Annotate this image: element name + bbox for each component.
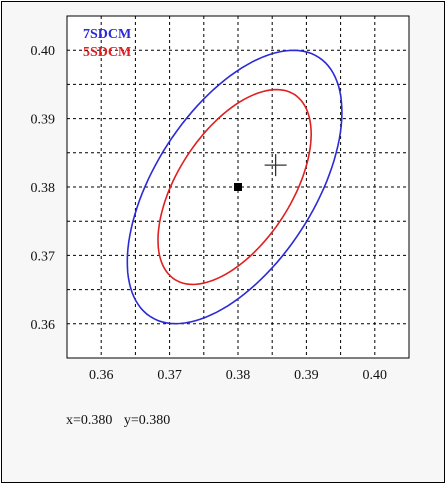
coordinate-readout: x=0.380 y=0.380 bbox=[66, 413, 178, 429]
ellipse-7sdcm bbox=[126, 49, 343, 325]
x-tick-label: 0.36 bbox=[89, 368, 114, 383]
chromaticity-plot: 0.36 0.37 0.38 0.39 0.40 0.36 0.37 0.38 0.39 0.40… bbox=[31, 15, 410, 383]
y-tick-label: 0.37 bbox=[31, 249, 56, 264]
legend-entry-5sdcm: 5SDCM bbox=[83, 45, 131, 60]
x-tick-label: 0.40 bbox=[363, 368, 388, 383]
tick-labels: 0.36 0.37 0.38 0.39 0.40 0.36 0.37 0.38 0.39 0.40 bbox=[31, 44, 388, 383]
y-tick-label: 0.36 bbox=[31, 318, 56, 333]
x-tick-label: 0.39 bbox=[294, 368, 319, 383]
target-point-marker bbox=[234, 183, 242, 191]
y-tick-label: 0.40 bbox=[31, 44, 56, 59]
x-tick-label: 0.37 bbox=[157, 368, 182, 383]
measured-point-cross bbox=[264, 154, 287, 177]
legend-entry-7sdcm: 7SDCM bbox=[83, 27, 131, 42]
y-tick-label: 0.38 bbox=[31, 181, 56, 196]
grid bbox=[67, 16, 409, 358]
x-readout: x=0.380 bbox=[66, 413, 113, 428]
ellipse-5sdcm bbox=[157, 88, 313, 286]
y-readout: y=0.380 bbox=[123, 413, 171, 428]
x-tick-label: 0.38 bbox=[226, 368, 251, 383]
y-tick-label: 0.39 bbox=[31, 113, 56, 128]
legend: 7SDCM 5SDCM bbox=[83, 27, 131, 60]
chart-marks bbox=[126, 49, 343, 325]
